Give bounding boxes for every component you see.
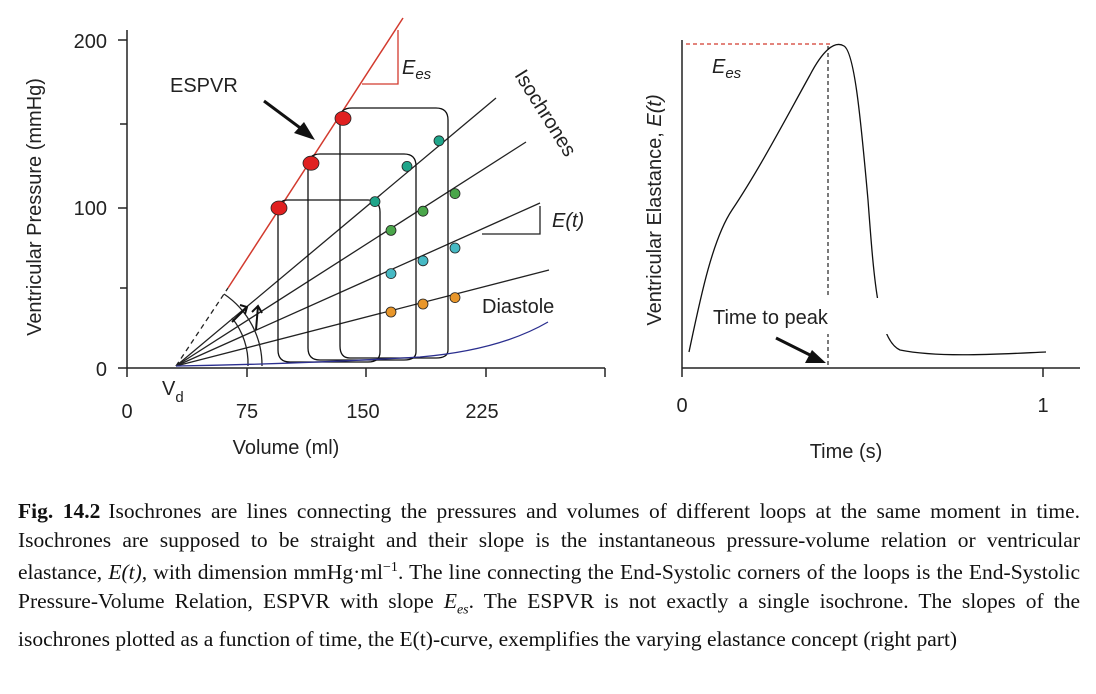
diastole-curve: [175, 321, 549, 367]
end-systolic-point: [270, 200, 288, 216]
end-systolic-dots: [270, 111, 352, 216]
caption-text: with dimension mmHg·ml: [147, 560, 384, 585]
end-systolic-point: [334, 111, 352, 126]
figure-number: Fig. 14.2: [18, 499, 101, 523]
isochrone-lines: [175, 97, 550, 367]
caption-text: Isochrones are lines connecting the pres…: [18, 499, 1080, 585]
espvr-line: [227, 17, 404, 289]
caption-italic: E(t),: [108, 560, 148, 585]
isochrone-line: [175, 141, 527, 367]
pv-loops: [277, 107, 449, 363]
angle-arrow: [251, 304, 263, 331]
espvr-arrow: [263, 99, 304, 132]
end-systolic-point: [302, 155, 320, 171]
left-x-tick-label: 0: [121, 401, 132, 423]
isochrone-dots: [369, 135, 461, 318]
time-to-peak-label: Time to peak: [713, 307, 829, 329]
right-x-tick-label: 0: [676, 395, 687, 417]
left-panel: 200 100 0 0 75 150 225 Ventricular Press…: [24, 17, 606, 459]
figure-caption: Fig. 14.2 Isochrones are lines connecting…: [18, 497, 1080, 653]
time-to-peak-backdrop: [708, 298, 904, 334]
right-y-axis-label: Ventricular Elastance, E(t): [644, 94, 666, 325]
isochrones-label: Isochrones: [510, 66, 581, 161]
espvr-dashed-extension: [175, 287, 229, 367]
right-panel: 0 1 Time (s) Ventricular Elastance, E(t)…: [644, 40, 1080, 463]
left-y-axis-label: Ventricular Pressure (mmHg): [24, 78, 46, 336]
et-label: E(t): [552, 210, 584, 232]
figure: 200 100 0 0 75 150 225 Ventricular Press…: [24, 17, 1080, 463]
isochrone-point: [449, 242, 461, 254]
diastole-label: Diastole: [482, 296, 554, 318]
left-y-tick-label: 0: [96, 359, 107, 381]
isochrone-point: [449, 292, 461, 304]
time-to-peak-arrow: [775, 336, 813, 358]
isochrone-point: [417, 298, 429, 310]
angle-arrow: [231, 304, 249, 323]
caption-superscript: −1: [383, 560, 398, 576]
left-y-tick-label: 200: [74, 31, 107, 53]
elastance-curve: [688, 43, 1047, 356]
left-x-axis-label: Volume (ml): [233, 437, 340, 459]
ees-slope-triangle: [362, 30, 399, 85]
angle-arc: [231, 317, 249, 367]
isochrone-point: [369, 196, 381, 208]
caption-text: . The line connecting the End-Systolic c…: [18, 560, 1080, 613]
right-x-tick-label: 1: [1037, 395, 1048, 417]
left-x-tick-label: 150: [346, 401, 379, 423]
isochrone-point: [385, 268, 397, 280]
et-slope-triangle: [482, 206, 541, 235]
espvr-label: ESPVR: [170, 75, 238, 97]
isochrone-point: [433, 135, 445, 147]
right-ees-label: Ees: [712, 56, 742, 82]
angle-arc: [223, 293, 263, 367]
isochrone-point: [401, 160, 413, 172]
time-to-peak-arrowhead: [805, 350, 826, 363]
pv-loop: [307, 153, 417, 361]
isochrone-point: [449, 188, 461, 200]
ees-label: Ees: [402, 57, 432, 83]
isochrone-line: [175, 202, 541, 367]
isochrone-point: [417, 205, 429, 217]
caption-italic: Ees: [443, 588, 469, 618]
right-x-axis-label: Time (s): [810, 441, 883, 463]
isochrone-point: [385, 224, 397, 236]
caption-text: . The ESPVR is not exactly a single isoc…: [18, 588, 1080, 651]
left-x-tick-label: 75: [236, 401, 258, 423]
left-y-tick-label: 100: [74, 198, 107, 220]
vd-label: Vd: [162, 378, 184, 406]
left-x-tick-label: 225: [465, 401, 498, 423]
espvr-arrowhead: [294, 122, 315, 140]
isochrone-point: [417, 255, 429, 267]
isochrone-line: [175, 269, 550, 367]
isochrone-point: [385, 306, 397, 318]
